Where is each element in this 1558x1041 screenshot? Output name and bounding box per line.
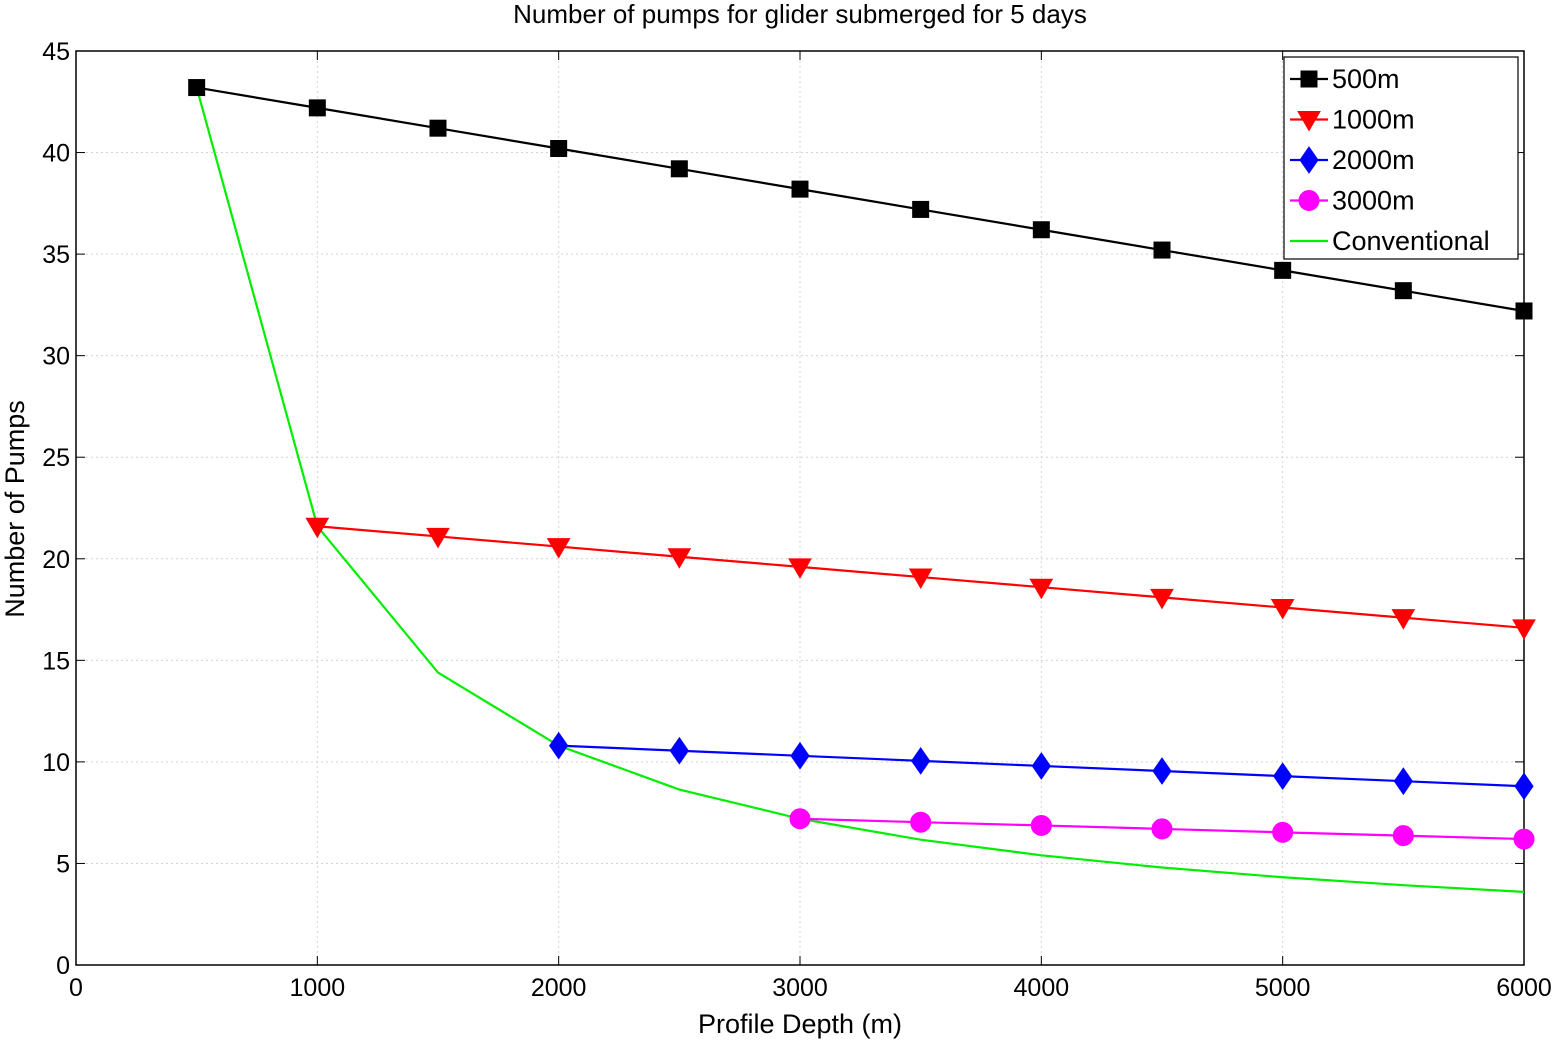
data-point-500m bbox=[429, 119, 447, 137]
series-conventional bbox=[195, 87, 1525, 893]
series-group bbox=[188, 79, 1536, 893]
x-tick-label: 4000 bbox=[1014, 974, 1070, 1002]
series-3000m bbox=[789, 808, 1535, 850]
series-line-conventional bbox=[195, 87, 1525, 893]
y-tick-label: 30 bbox=[42, 343, 70, 371]
legend-box bbox=[1283, 56, 1519, 260]
legend-label: 3000m bbox=[1332, 186, 1415, 216]
x-axis-title: Profile Depth (m) bbox=[698, 1009, 902, 1039]
data-point-2000m bbox=[1273, 762, 1293, 790]
data-point-1000m bbox=[546, 538, 571, 559]
x-tick-label: 3000 bbox=[772, 974, 828, 1002]
data-point-2000m bbox=[911, 746, 931, 775]
data-point-3000m bbox=[789, 808, 811, 830]
x-tick-label: 2000 bbox=[531, 974, 587, 1002]
legend-entry-1000m: 1000m bbox=[1290, 105, 1415, 135]
legend-label: 1000m bbox=[1332, 105, 1415, 135]
legend: 500m 1000m 2000m 3000m Conventional bbox=[1283, 56, 1519, 260]
y-tick-label: 35 bbox=[42, 241, 70, 269]
data-point-2000m bbox=[549, 731, 569, 760]
data-point-500m bbox=[1515, 302, 1533, 320]
data-point-500m bbox=[188, 79, 206, 97]
data-point-2000m bbox=[669, 736, 689, 765]
axis-ticks: 0 1000 2000 3000 4000 5000 6000 0 5 10 15 20 25 30 35 4… bbox=[42, 38, 1552, 1002]
data-point-1000m bbox=[667, 548, 692, 569]
data-point-500m bbox=[550, 139, 568, 157]
data-point-1000m bbox=[305, 517, 330, 539]
data-point-500m bbox=[1394, 282, 1412, 300]
y-tick-label: 40 bbox=[42, 140, 70, 168]
y-tick-label: 5 bbox=[56, 850, 70, 878]
y-tick-label: 25 bbox=[42, 444, 70, 472]
legend-entry-3000m: 3000m bbox=[1290, 186, 1415, 216]
x-tick-label: 1000 bbox=[290, 974, 346, 1002]
data-point-2000m bbox=[1514, 772, 1534, 801]
data-point-500m bbox=[912, 200, 930, 218]
data-point-1000m bbox=[788, 558, 812, 579]
y-tick-label: 45 bbox=[42, 38, 70, 66]
data-point-legend bbox=[1299, 146, 1319, 174]
data-point-1000m bbox=[1150, 588, 1174, 610]
data-point-3000m bbox=[1392, 825, 1414, 847]
series-line-500m bbox=[196, 86, 1525, 313]
legend-entry-conventional: Conventional bbox=[1290, 226, 1490, 256]
data-point-2000m bbox=[790, 741, 810, 770]
x-tick-label: 6000 bbox=[1496, 974, 1552, 1002]
x-tick-label: 5000 bbox=[1255, 974, 1311, 1002]
data-point-1000m bbox=[1029, 578, 1054, 600]
y-tick-label: 15 bbox=[42, 647, 70, 675]
data-point-3000m bbox=[1272, 821, 1294, 843]
legend-label: 2000m bbox=[1332, 145, 1415, 175]
data-point-2000m bbox=[1152, 757, 1172, 785]
legend-entry-500m: 500m bbox=[1290, 64, 1400, 94]
y-axis-title: Number of Pumps bbox=[0, 400, 30, 618]
data-point-2000m bbox=[1393, 767, 1413, 796]
data-point-1000m bbox=[1391, 609, 1416, 630]
data-point-500m bbox=[1274, 261, 1292, 279]
data-point-3000m bbox=[910, 811, 932, 833]
legend-label: Conventional bbox=[1332, 226, 1490, 256]
data-point-1000m bbox=[1512, 619, 1536, 640]
data-point-legend bbox=[1300, 70, 1318, 88]
data-point-3000m bbox=[1151, 818, 1173, 840]
data-point-2000m bbox=[1031, 752, 1051, 780]
data-point-legend bbox=[1298, 190, 1320, 211]
data-point-1000m bbox=[1270, 599, 1295, 620]
y-tick-label: 20 bbox=[42, 546, 70, 574]
x-tick-label: 0 bbox=[69, 974, 83, 1002]
legend-label: 500m bbox=[1332, 64, 1400, 94]
data-point-500m bbox=[308, 99, 326, 117]
data-point-1000m bbox=[426, 527, 450, 549]
data-point-500m bbox=[791, 180, 809, 198]
series-2000m bbox=[549, 731, 1534, 801]
series-500m bbox=[188, 79, 1533, 320]
data-point-legend bbox=[1297, 111, 1321, 132]
y-tick-label: 10 bbox=[42, 749, 70, 777]
y-tick-label: 0 bbox=[56, 952, 70, 980]
grid bbox=[76, 51, 1524, 965]
data-point-1000m bbox=[908, 568, 933, 590]
data-point-500m bbox=[1153, 241, 1171, 259]
chart-title: Number of pumps for glider submerged for… bbox=[513, 0, 1087, 29]
data-point-500m bbox=[1032, 221, 1050, 239]
data-point-3000m bbox=[1513, 828, 1535, 850]
legend-entry-2000m: 2000m bbox=[1290, 145, 1415, 175]
series-1000m bbox=[305, 517, 1536, 640]
data-point-3000m bbox=[1030, 814, 1052, 836]
data-point-500m bbox=[670, 160, 688, 178]
